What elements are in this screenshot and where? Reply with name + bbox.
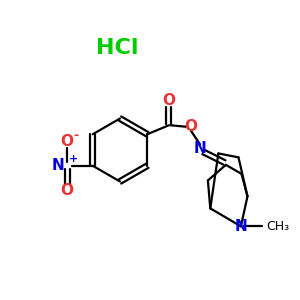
Text: N: N (235, 219, 247, 234)
Text: O: O (61, 134, 74, 149)
Text: N: N (52, 158, 65, 173)
Text: N: N (194, 141, 207, 156)
Text: -: - (73, 129, 78, 142)
Text: O: O (184, 118, 198, 134)
Text: +: + (69, 154, 78, 164)
Text: CH₃: CH₃ (266, 220, 289, 233)
Text: HCl: HCl (96, 38, 139, 58)
Text: O: O (61, 183, 74, 198)
Text: O: O (162, 92, 176, 108)
